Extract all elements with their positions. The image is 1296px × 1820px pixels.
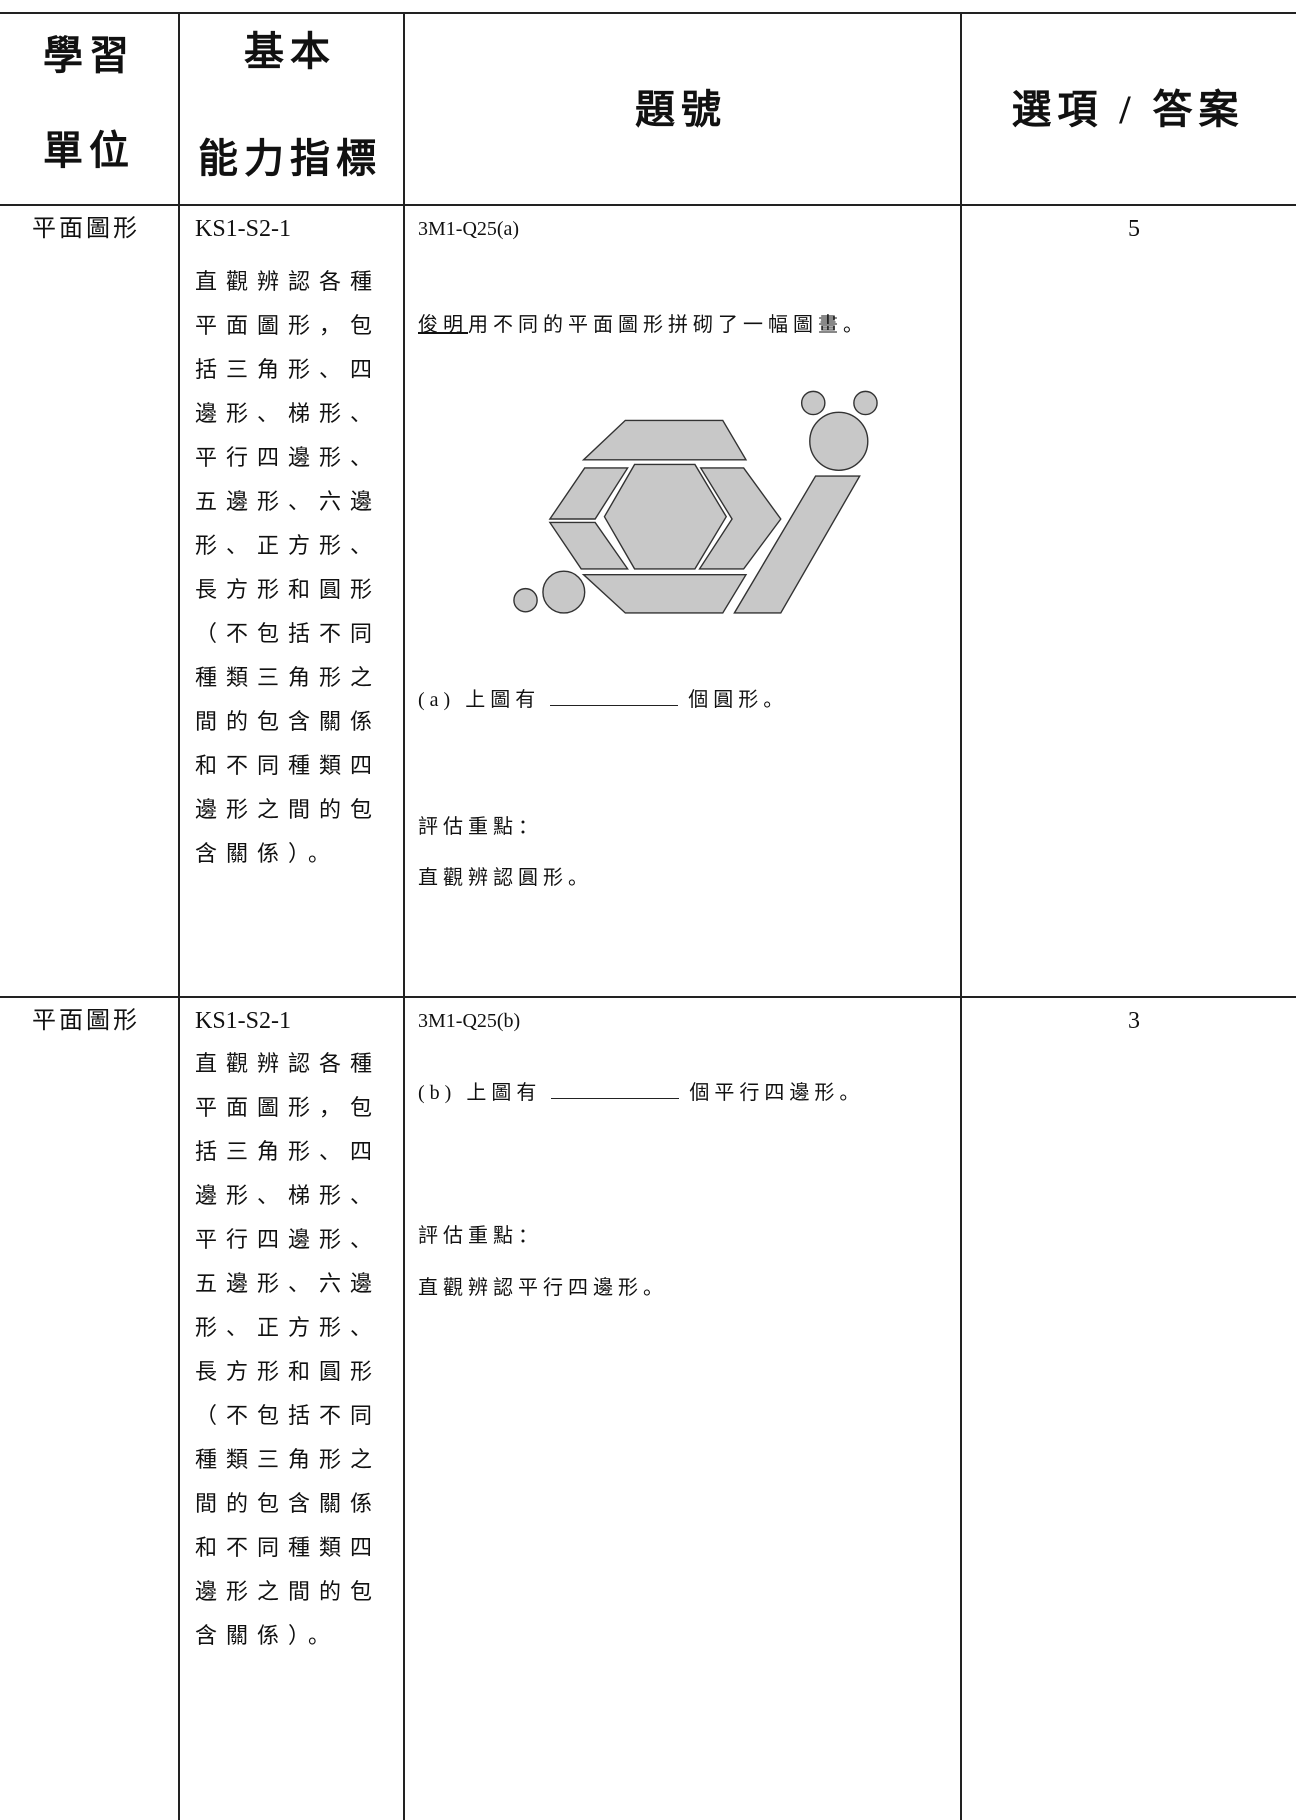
name: 俊明 xyxy=(418,314,468,336)
indicator-text: 直觀辨認各種平面圖形，包括三角形、四邊形、梯形、平行四邊形、五邊形、六邊形、正方… xyxy=(195,1051,382,1648)
header-indicator: 基本 xyxy=(244,29,336,74)
rule xyxy=(0,12,1296,14)
rule xyxy=(0,996,1296,998)
answer: 5 xyxy=(1128,216,1140,242)
indicator-text: 直觀辨認各種平面圖形，包括三角形、四邊形、梯形、平行四邊形、五邊形、六邊形、正方… xyxy=(195,269,382,866)
answer: 3 xyxy=(1128,1008,1140,1034)
question-intro: 俊明用不同的平面圖形拼砌了一幅圖畫。 xyxy=(418,315,868,335)
rule xyxy=(178,12,180,1820)
unit: 平面圖形 xyxy=(32,216,140,242)
header-question: 題號 xyxy=(635,87,727,132)
figure xyxy=(513,390,878,614)
header-answer: 選項 / 答案 xyxy=(1011,87,1245,132)
question-before: (a) 上圖有 xyxy=(418,689,541,711)
blank xyxy=(550,705,679,706)
unit: 平面圖形 xyxy=(32,1008,140,1034)
focus-label: 評估重點： xyxy=(418,816,543,838)
blank xyxy=(551,1098,680,1099)
question: (a) 上圖有 個圓形。 xyxy=(418,690,788,710)
rule xyxy=(403,12,405,1820)
question-after: 個平行四邊形。 xyxy=(689,1082,865,1104)
header-unit: 單位 xyxy=(43,128,135,173)
header-unit: 學習 xyxy=(43,33,135,78)
question-after: 個圓形。 xyxy=(688,689,789,711)
question-before: (b) 上圖有 xyxy=(418,1082,542,1104)
rule xyxy=(960,12,962,1820)
question: (b) 上圖有 個平行四邊形。 xyxy=(418,1083,864,1103)
intro: 用不同的平面圖形拼砌了一幅圖畫。 xyxy=(468,314,868,336)
question-id: 3M1-Q25(a) xyxy=(418,218,520,240)
focus-text: 直觀辨認圓形。 xyxy=(418,867,593,889)
indicator-code: KS1-S2-1 xyxy=(195,1008,292,1034)
header-indicator: 能力指標 xyxy=(198,136,382,181)
rule xyxy=(0,204,1296,206)
focus-text: 直觀辨認平行四邊形。 xyxy=(418,1277,668,1299)
focus-label: 評估重點： xyxy=(418,1225,543,1247)
question-id: 3M1-Q25(b) xyxy=(418,1010,521,1032)
indicator-code: KS1-S2-1 xyxy=(195,216,292,242)
